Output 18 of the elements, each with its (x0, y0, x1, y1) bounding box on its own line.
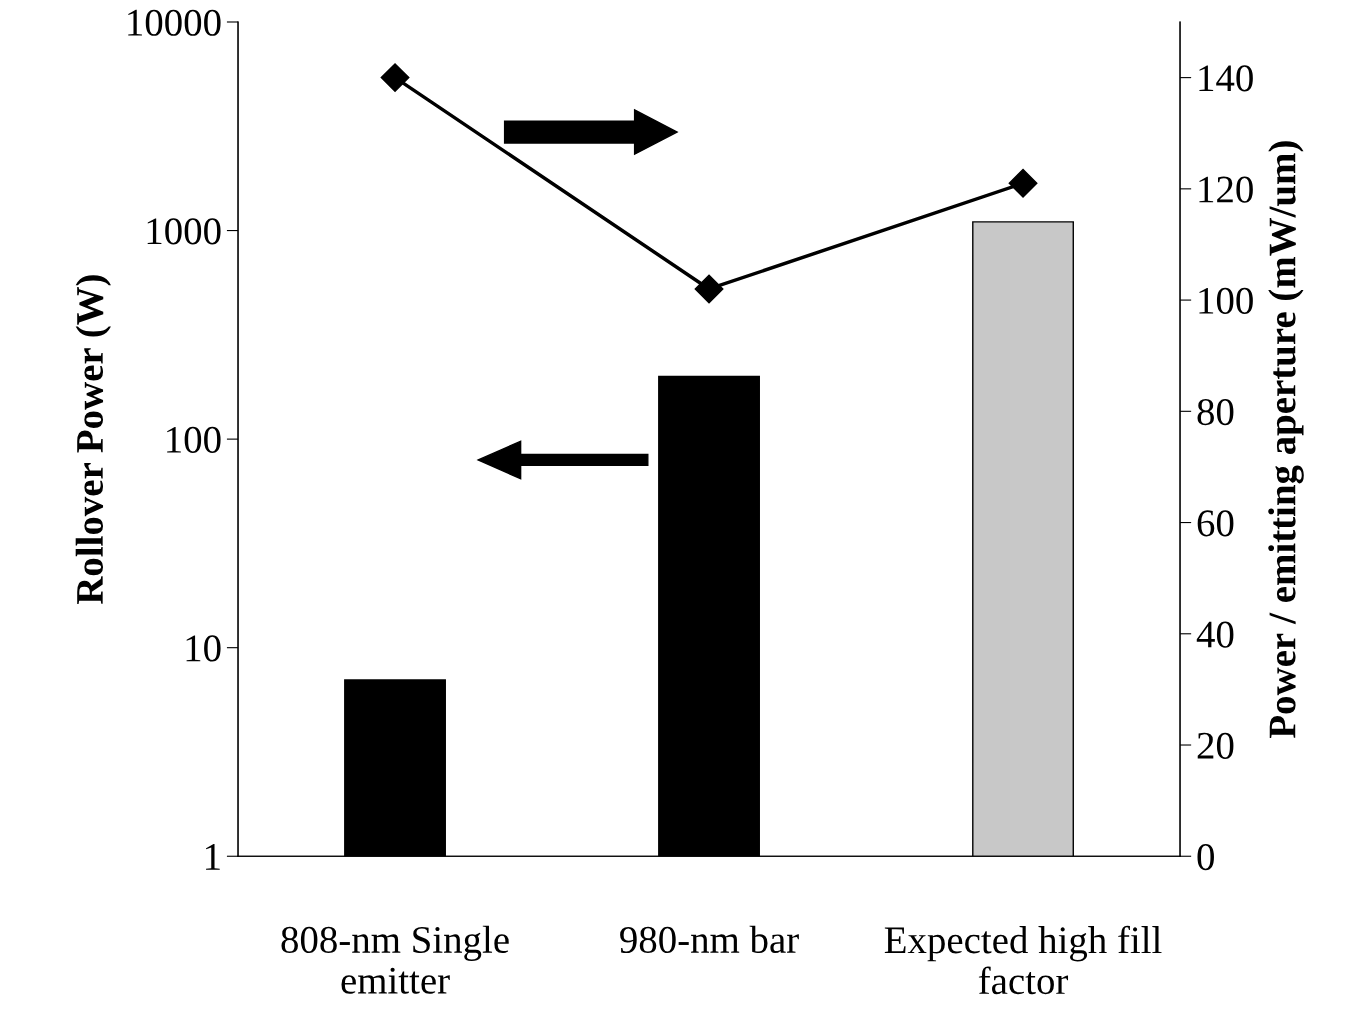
y2-tick-label: 100 (1199, 287, 1253, 314)
y2-tick-label: 80 (1197, 398, 1234, 426)
y2-tick-label: 140 (1199, 65, 1253, 92)
x-tick-label: Expected high fill factor (884, 925, 1162, 995)
x-tick-label: 980-nm bar (620, 925, 799, 954)
y2-tick-label: 0 (1197, 843, 1214, 871)
y2-axis-title: Power / emitting aperture (mW/um) (1268, 141, 1304, 738)
y-tick-label: 1 (206, 844, 220, 870)
y2-tick-label: 40 (1196, 621, 1234, 648)
y-tick-label: 10000 (128, 9, 221, 36)
y-tick-label: 10 (186, 635, 221, 662)
y-tick-label: 1000 (147, 218, 221, 245)
y2-tick-label: 60 (1197, 510, 1234, 537)
y-tick-label: 100 (167, 426, 221, 453)
y2-tick-label: 20 (1197, 732, 1234, 759)
y-axis-title: Rollover Power (W) (75, 275, 111, 605)
y2-tick-label: 120 (1199, 176, 1253, 203)
x-tick-label: 808-nm Single emitter (281, 925, 509, 994)
